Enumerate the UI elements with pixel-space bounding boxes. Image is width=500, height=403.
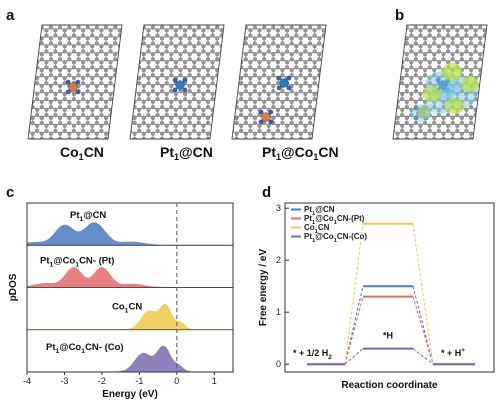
nitrogen-atom: [182, 77, 188, 83]
structure-co1cn: [27, 24, 123, 140]
density-lobe: [411, 104, 431, 122]
cobalt-atom: [261, 112, 271, 122]
pdos-series-label: Co1CN: [112, 302, 142, 315]
energy-connector: [344, 348, 364, 365]
gibbs-y-axis-label: Free energy / eV: [258, 249, 269, 327]
structure-pt1-co1cn: [231, 24, 327, 140]
pdos-x-tick: -4: [23, 376, 31, 386]
legend-entry: Pt1@CN: [304, 205, 335, 217]
gibbs-y-tick: 1: [276, 307, 281, 317]
pdos-series-label: Pt1@Co1CN- (Co): [46, 342, 124, 355]
gibbs-y-tick: 2: [276, 255, 281, 265]
platinum-atom: [175, 80, 185, 90]
platinum-atom: [279, 78, 289, 88]
gibbs-y-tick: 3: [276, 203, 281, 213]
nitrogen-atom: [75, 79, 81, 85]
pdos-x-tick: 0: [174, 376, 179, 386]
state-label-final: * + H+: [441, 347, 465, 358]
density-lobe: [442, 63, 462, 81]
energy-connector: [412, 348, 434, 365]
pdos-x-axis-label: Energy (eV): [102, 389, 158, 400]
nitrogen-atom: [172, 87, 178, 93]
nitrogen-atom: [258, 109, 264, 115]
nitrogen-atom: [276, 85, 282, 91]
nitrogen-atom: [268, 109, 274, 115]
panel-c-label: c: [6, 184, 14, 201]
density-lobe: [423, 86, 441, 102]
panel-c: c Pt1@CN Pt1@Co1CN- (Pt) Co1CN Pt1@Co1CN- (…: [6, 184, 234, 400]
pdos-series-label: Pt1@Co1CN- (Pt): [40, 255, 114, 268]
structure-label-pt1-co1cn: Pt1@Co1CN: [262, 144, 339, 162]
energy-connector: [344, 286, 364, 365]
pdos-x-tick: -1: [135, 376, 143, 386]
nitrogen-atom: [286, 85, 292, 91]
nitrogen-atom: [268, 119, 274, 125]
density-lobe: [417, 105, 431, 119]
structure-pt1-cn: [129, 24, 225, 140]
nitrogen-atom: [286, 75, 292, 81]
legend-entry: Co1CN: [304, 223, 330, 235]
nitrogen-atom: [413, 115, 419, 121]
pdos-area: [26, 267, 233, 288]
state-label-initial: * + 1/2 H2: [293, 348, 332, 361]
gibbs-x-axis-label: Reaction coordinate: [341, 380, 438, 391]
gibbs-frame: [284, 202, 495, 373]
panel-d-label: d: [262, 184, 271, 201]
pdos-x-tick: 1: [212, 376, 217, 386]
nitrogen-atom: [65, 79, 71, 85]
pdos-frame: [26, 202, 234, 373]
pdos-area: [26, 222, 234, 246]
energy-connector: [412, 286, 434, 365]
pdos-y-axis-label: pDOS: [8, 273, 19, 301]
panel-b: b: [392, 7, 488, 140]
state-label-intermediate: *H: [383, 331, 393, 341]
pdos-chart: Pt1@CN Pt1@Co1CN- (Pt) Co1CN Pt1@Co1CN- (Co…: [8, 202, 234, 400]
nitrogen-atom: [75, 89, 81, 95]
panel-d: d 0 1 2 3 Pt1@CNPt1@Co1CN-(Pt)Co1CNPt1@Co1CN…: [258, 184, 495, 391]
free-energy-chart: 0 1 2 3 Pt1@CNPt1@Co1CN-(Pt)Co1CNPt1@Co1CN-(…: [258, 202, 495, 391]
pdos-x-tick: -2: [98, 376, 106, 386]
nitrogen-atom: [172, 77, 178, 83]
legend-entry: Pt1@Co1CN-(Pt): [304, 214, 365, 226]
nitrogen-atom: [182, 87, 188, 93]
pdos-x-tick: -3: [60, 376, 68, 386]
panel-a-label: a: [6, 7, 15, 24]
nitrogen-atom: [258, 119, 264, 125]
charge-density-isosurface: [411, 63, 479, 122]
legend-entry: Pt1@Co1CN-(Co): [304, 232, 367, 244]
nitrogen-atom: [276, 75, 282, 81]
gibbs-y-tick: 0: [276, 359, 281, 369]
density-lobe: [461, 76, 479, 92]
energy-connector: [412, 223, 434, 365]
panel-a: a Co1CN Pt1@CN Pt1@Co1CN: [6, 7, 339, 162]
pdos-series-label: Pt1@CN: [70, 210, 106, 223]
nitrogen-atom: [413, 105, 419, 111]
energy-connector: [344, 223, 364, 365]
density-lobe: [445, 98, 465, 114]
structure-label-pt1-cn: Pt1@CN: [160, 144, 213, 162]
nitrogen-atom: [65, 89, 71, 95]
energy-connector: [412, 296, 434, 365]
energy-connector: [344, 296, 364, 365]
structure-label-co1cn: Co1CN: [60, 144, 104, 162]
cobalt-atom: [68, 82, 78, 92]
panel-b-label: b: [395, 7, 404, 24]
